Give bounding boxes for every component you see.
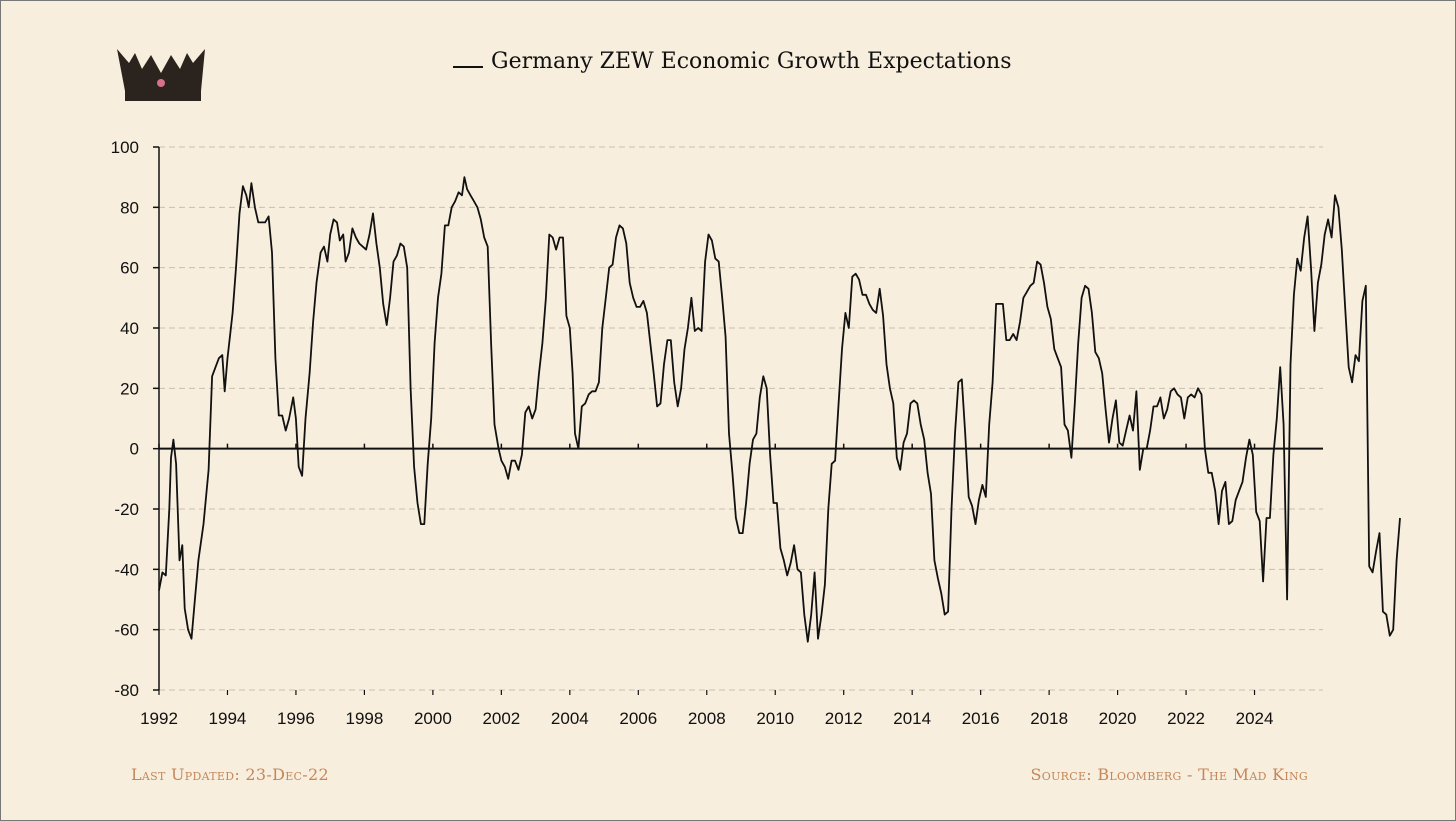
series-line	[158, 176, 1401, 643]
x-tick-label: 2022	[1167, 709, 1205, 728]
x-tick-label: 2008	[688, 709, 726, 728]
y-tick-label: 0	[130, 440, 139, 459]
last-updated-label: Last Updated: 23-Dec-22	[131, 765, 329, 784]
grid-lines	[159, 146, 1323, 691]
x-tick-label: 2012	[825, 709, 863, 728]
source-label: Source: Bloomberg - The Mad King	[1030, 765, 1308, 784]
x-tick-label: 2016	[962, 709, 1000, 728]
y-tick-label: -80	[114, 681, 139, 700]
x-tick-label: 2006	[619, 709, 657, 728]
series-group	[158, 176, 1401, 643]
y-tick-label: -20	[114, 500, 139, 519]
y-tick-label: 40	[120, 319, 139, 338]
x-tick-label: 2004	[551, 709, 589, 728]
x-tick-label: 2002	[482, 709, 520, 728]
y-tick-label: 100	[111, 138, 139, 157]
crown-jewel-icon	[157, 79, 165, 87]
x-tick-label: 2018	[1030, 709, 1068, 728]
x-tick-label: 2020	[1099, 709, 1137, 728]
x-tick-label: 1994	[209, 709, 247, 728]
x-tick-label: 2010	[756, 709, 794, 728]
y-tick-label: 60	[120, 259, 139, 278]
y-tick-label: -60	[114, 621, 139, 640]
x-tick-label: 1998	[345, 709, 383, 728]
chart-title: Germany ZEW Economic Growth Expectations	[491, 49, 1011, 74]
crown-icon	[117, 49, 205, 101]
y-tick-label: -40	[114, 560, 139, 579]
x-tick-label: 1996	[277, 709, 315, 728]
x-tick-label: 1992	[140, 709, 178, 728]
x-axis: 1992 1994 1996 1998 2000 2002 2004 2006 2008 2010…	[140, 443, 1323, 728]
x-tick-label: 2014	[893, 709, 931, 728]
x-tick-label: 2024	[1236, 709, 1274, 728]
y-tick-label: 80	[120, 198, 139, 217]
x-tick-label: 2000	[414, 709, 452, 728]
y-tick-label: 20	[120, 379, 139, 398]
y-axis: 100 80 60 40 20 0 -20 -40 -60 -80	[111, 138, 160, 700]
